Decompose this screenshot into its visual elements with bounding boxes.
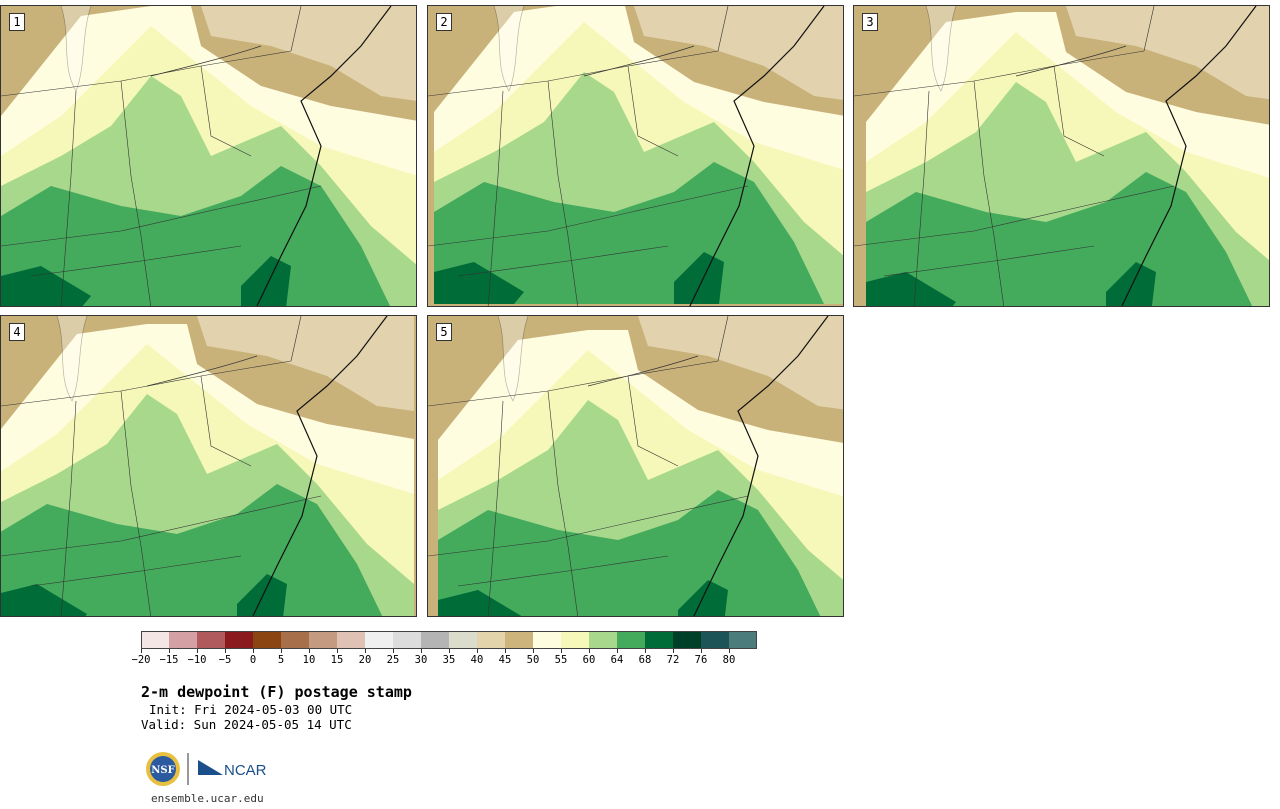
colorbar-tick-label: 30: [414, 654, 428, 666]
colorbar-tick: [589, 649, 590, 653]
colorbar-tick-label: 20: [358, 654, 372, 666]
panel-number: 1: [9, 13, 25, 31]
map-panel-2: 2: [427, 5, 844, 307]
panel-number: 3: [862, 13, 878, 31]
colorbar-tick: [225, 649, 226, 653]
colorbar-swatch: [281, 631, 309, 649]
colorbar-swatch: [617, 631, 645, 649]
colorbar-tick: [477, 649, 478, 653]
colorbar-tick-label: 25: [386, 654, 400, 666]
colorbar-tick: [169, 649, 170, 653]
colorbar-tick: [561, 649, 562, 653]
colorbar-swatch: [561, 631, 589, 649]
colorbar-tick: [673, 649, 674, 653]
colorbar-swatch: [365, 631, 393, 649]
colorbar-swatch: [169, 631, 197, 649]
colorbar-tick-label: 60: [582, 654, 596, 666]
map-panel-1: 1: [0, 5, 417, 307]
colorbar-tick: [393, 649, 394, 653]
valid-time: Valid: Sun 2024-05-05 14 UTC: [141, 717, 352, 732]
colorbar-tick: [421, 649, 422, 653]
colorbar-tick: [645, 649, 646, 653]
colorbar-tick: [701, 649, 702, 653]
colorbar-tick: [309, 649, 310, 653]
colorbar-tick: [729, 649, 730, 653]
colorbar-tick-label: 45: [498, 654, 512, 666]
ncar-logo-icon: NCAR: [198, 760, 267, 779]
colorbar-tick: [533, 649, 534, 653]
colorbar-swatch: [645, 631, 673, 649]
colorbar-tick-label: 50: [526, 654, 540, 666]
dewpoint-map: [1, 316, 414, 616]
colorbar-tick: [337, 649, 338, 653]
colorbar-swatch: [673, 631, 701, 649]
colorbar-tick-label: 15: [330, 654, 344, 666]
panel-number: 4: [9, 323, 25, 341]
colorbar-tick: [281, 649, 282, 653]
colorbar-tick: [253, 649, 254, 653]
colorbar-tick-label: 72: [666, 654, 680, 666]
colorbar-tick: [365, 649, 366, 653]
colorbar-swatch: [225, 631, 253, 649]
colorbar-tick-label: −15: [159, 654, 179, 666]
dewpoint-map: [428, 6, 843, 306]
colorbar-tick: [617, 649, 618, 653]
colorbar-swatch: [337, 631, 365, 649]
colorbar-tick-label: 64: [610, 654, 624, 666]
map-panel-3: 3: [853, 5, 1270, 307]
figure-title: 2-m dewpoint (F) postage stamp: [141, 683, 412, 701]
colorbar-tick: [449, 649, 450, 653]
map-panel-4: 4: [0, 315, 417, 617]
colorbar-tick-label: 40: [470, 654, 484, 666]
colorbar-swatch: [449, 631, 477, 649]
colorbar-tick-label: 55: [554, 654, 568, 666]
colorbar-tick-label: 80: [722, 654, 736, 666]
colorbar-tick-label: 76: [694, 654, 708, 666]
colorbar-tick-label: 10: [302, 654, 316, 666]
dewpoint-map: [854, 6, 1269, 306]
colorbar-swatch: [505, 631, 533, 649]
colorbar-swatch: [197, 631, 225, 649]
nsf-logo-text: NSF: [151, 765, 174, 776]
colorbar-tick-label: −10: [187, 654, 207, 666]
colorbar-swatch: [477, 631, 505, 649]
colorbar-swatch: [533, 631, 561, 649]
dewpoint-map: [1, 6, 416, 306]
colorbar-tick-label: −20: [131, 654, 151, 666]
colorbar-tick: [505, 649, 506, 653]
ncar-logo-text: NCAR: [224, 762, 267, 779]
colorbar-swatch: [701, 631, 729, 649]
colorbar-tick-label: −5: [218, 654, 232, 666]
colorbar-swatch: [309, 631, 337, 649]
colorbar-tick-label: 68: [638, 654, 652, 666]
nsf-logo-icon: NSF: [146, 752, 180, 786]
colorbar-tick-label: 35: [442, 654, 456, 666]
panel-number: 2: [436, 13, 452, 31]
colorbar-tick-label: 0: [249, 654, 257, 666]
colorbar-tick: [197, 649, 198, 653]
colorbar-swatch: [393, 631, 421, 649]
init-time: Init: Fri 2024-05-03 00 UTC: [149, 702, 353, 717]
panel-number: 5: [436, 323, 452, 341]
colorbar-tick-label: 5: [277, 654, 285, 666]
nsf-ncar-logos: NSF NCAR: [145, 751, 275, 787]
colorbar-swatch: [729, 631, 757, 649]
dewpoint-map: [428, 316, 843, 616]
colorbar-tick: [141, 649, 142, 653]
map-panel-5: 5: [427, 315, 844, 617]
colorbar-swatch: [141, 631, 169, 649]
colorbar-swatch: [253, 631, 281, 649]
site-url: ensemble.ucar.edu: [151, 792, 264, 805]
colorbar-swatch: [589, 631, 617, 649]
colorbar-swatch: [421, 631, 449, 649]
colorbar-frame: [141, 631, 757, 649]
